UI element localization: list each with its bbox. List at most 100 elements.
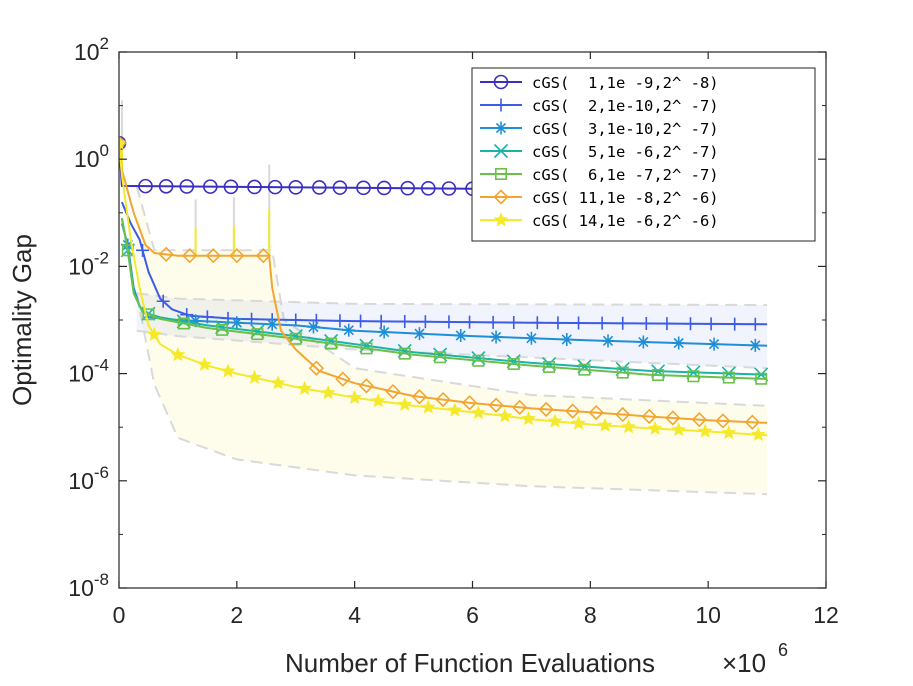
data-point — [255, 248, 271, 264]
data-point — [119, 135, 127, 150]
data-point — [182, 248, 198, 264]
data-point — [220, 363, 236, 378]
data-point — [641, 408, 657, 425]
data-point — [247, 369, 262, 384]
y-tick-base: 10 — [68, 253, 94, 279]
data-point — [691, 412, 707, 428]
legend: cGS( 1,1e -9,2^ -8) cGS( 2,1e-10,2^ -7) cG… — [471, 67, 816, 242]
data-point — [325, 337, 338, 350]
data-point — [324, 333, 339, 348]
data-point — [434, 351, 447, 364]
data-point — [547, 413, 563, 428]
data-point — [697, 423, 713, 438]
data-point — [289, 332, 302, 345]
data-point — [412, 327, 426, 341]
data-point — [435, 391, 451, 408]
data-point — [250, 324, 265, 339]
x-axis-exponent-power: 6 — [778, 640, 788, 660]
data-point — [672, 336, 686, 350]
data-point — [601, 334, 615, 348]
y-tick-exponent: -2 — [94, 248, 109, 267]
data-point — [493, 189, 509, 205]
data-point — [289, 313, 303, 327]
data-point — [488, 397, 504, 413]
data-point — [728, 317, 742, 331]
data-point — [433, 347, 448, 362]
data-point — [687, 370, 700, 383]
data-point — [398, 315, 412, 329]
legend-entry-label: cGS( 3,1e-10,2^ -7) — [532, 120, 719, 138]
data-point — [215, 320, 230, 335]
data-point — [665, 410, 681, 426]
data-point — [397, 396, 413, 411]
data-point — [512, 399, 528, 415]
data-point — [377, 325, 391, 339]
confidence-band — [136, 186, 768, 495]
data-point — [447, 402, 463, 417]
data-point — [671, 422, 687, 437]
y-tick-label: 10-8 — [68, 570, 109, 601]
data-point — [156, 294, 170, 308]
data-point — [636, 335, 650, 349]
data-point — [421, 181, 436, 196]
x-tick-label: 12 — [813, 602, 839, 628]
legend-entry-label: cGS( 6,1e -7,2^ -7) — [532, 166, 719, 184]
data-point — [683, 317, 697, 331]
data-point — [639, 316, 653, 330]
data-point — [320, 385, 336, 400]
data-point — [398, 347, 411, 360]
legend-entry-label: cGS( 1,1e -9,2^ -8) — [532, 74, 719, 92]
series-group — [119, 135, 768, 441]
x-tick-label: 4 — [348, 602, 361, 628]
band-lower-edge — [135, 293, 768, 496]
data-point — [441, 181, 457, 196]
data-point — [176, 314, 191, 329]
data-point — [370, 393, 386, 408]
data-point — [146, 326, 162, 342]
data-point — [616, 316, 630, 330]
data-point — [385, 383, 401, 400]
data-point — [354, 314, 368, 328]
data-point — [442, 315, 456, 329]
y-tick-base: 10 — [68, 468, 94, 494]
x-tick-label: 10 — [695, 602, 721, 628]
data-point — [411, 389, 428, 405]
data-point — [507, 316, 521, 330]
data-point — [748, 338, 762, 352]
confidence-band — [136, 293, 768, 369]
y-tick-exponent: 0 — [100, 141, 109, 160]
data-point — [418, 315, 432, 329]
data-point — [560, 333, 574, 347]
data-point — [420, 399, 436, 414]
data-point — [136, 243, 150, 257]
data-point — [177, 317, 190, 330]
data-point — [138, 178, 153, 194]
data-point — [494, 121, 508, 135]
data-point — [572, 316, 586, 330]
data-point — [332, 180, 348, 195]
data-point — [360, 342, 373, 355]
data-point — [750, 426, 766, 441]
y-axis-title: Optimality Gap — [7, 234, 37, 406]
y-tick-label: 102 — [74, 34, 109, 65]
x-axis-exponent-base: ×10 — [722, 648, 766, 678]
data-point — [507, 357, 520, 370]
data-point — [565, 403, 581, 419]
data-point — [506, 354, 521, 369]
data-point — [205, 248, 221, 264]
data-point — [621, 419, 637, 434]
data-point — [342, 323, 356, 337]
data-point — [288, 179, 304, 195]
data-point — [312, 180, 327, 195]
legend-entry-label: cGS( 11,1e -8,2^ -6) — [532, 189, 719, 207]
data-point — [744, 414, 760, 430]
data-point — [493, 74, 509, 90]
data-point — [347, 389, 363, 405]
data-point — [647, 420, 663, 435]
data-point — [588, 404, 604, 421]
data-point — [400, 180, 415, 196]
data-point — [748, 317, 762, 331]
data-point — [615, 406, 631, 423]
data-point — [472, 354, 485, 367]
